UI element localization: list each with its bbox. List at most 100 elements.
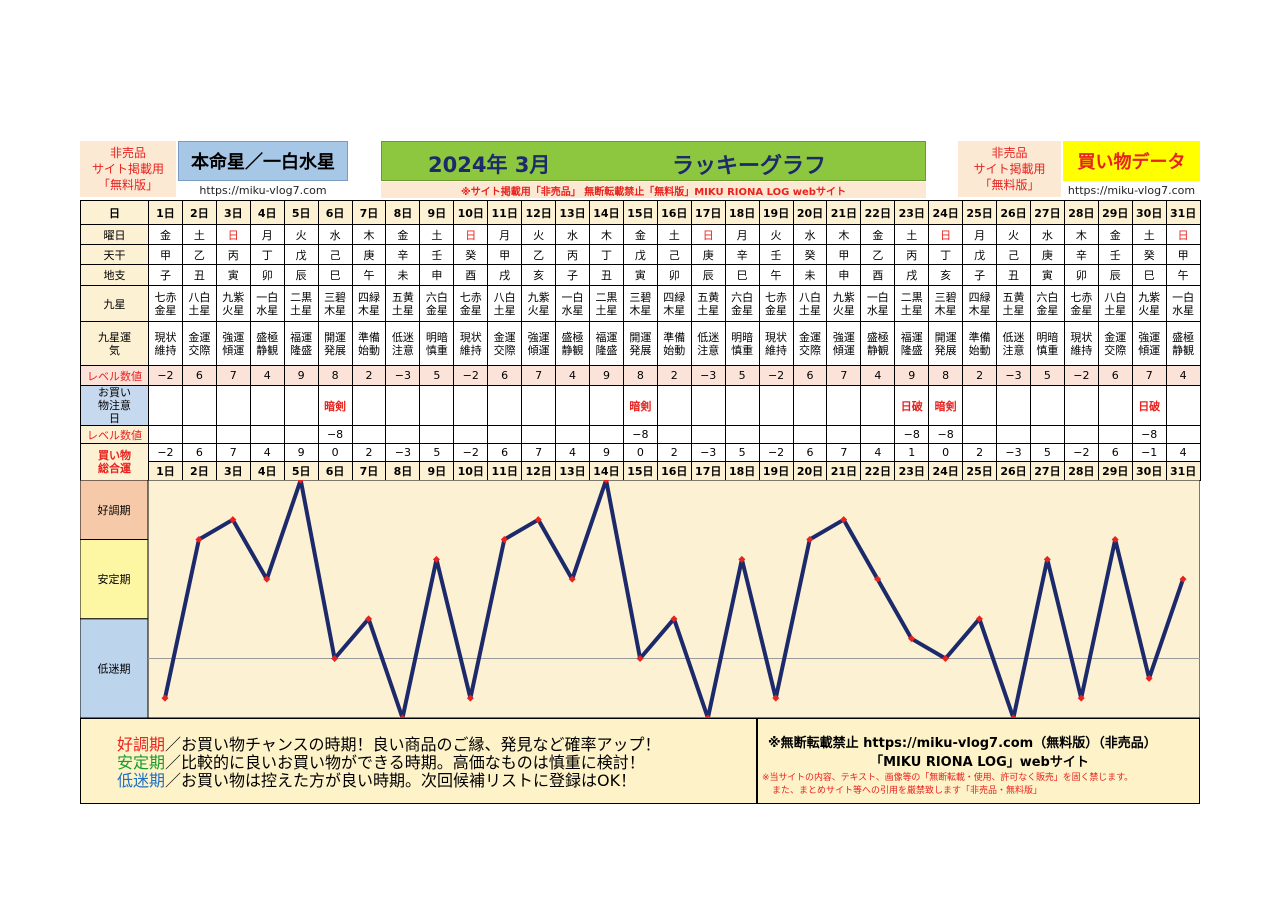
kyusei-cell-line-1: 八白 xyxy=(1104,290,1127,304)
chishi-cell: 辰 xyxy=(690,264,726,286)
weekday-cell: 木 xyxy=(351,224,387,245)
fortune-cell: 強運 傾運 xyxy=(826,321,862,366)
right-note-line-3: 「無料版」 xyxy=(979,178,1040,192)
tenkan-cell: 甲 xyxy=(826,244,862,265)
total-cell: −3 xyxy=(385,443,421,462)
data-point-3 xyxy=(229,516,237,524)
left-site-url: https://miku-vlog7.com xyxy=(199,183,327,197)
kyusei-cell: 八白 土星 xyxy=(792,285,828,322)
kyusei-cell-line-1: 九紫 xyxy=(222,290,245,304)
kyusei-cell: 八白 土星 xyxy=(181,285,217,322)
legend-low: 低迷期／お買い物は控えた方が良い時期。次回候補リストに登録はOK！ xyxy=(117,771,636,791)
caution-cell xyxy=(962,385,998,426)
caution-level-cell xyxy=(724,425,760,444)
day-bottom-cell: 18日 xyxy=(724,461,760,481)
data-point-10 xyxy=(466,694,474,702)
day-cell: 2日 xyxy=(181,200,217,225)
row-label-total: 買い物総合運 xyxy=(80,443,149,481)
level-cell: 7 xyxy=(1131,365,1167,386)
legend-good-term: 好調期 xyxy=(117,735,166,754)
fortune-cell-line-2: 傾運 xyxy=(832,343,855,357)
total-cell: 0 xyxy=(317,443,353,462)
total-cell: −1 xyxy=(1131,443,1167,462)
chishi-cell: 寅 xyxy=(622,264,658,286)
left-nonsale-note: 非売品 サイト掲載用 「無料版」 xyxy=(80,141,176,197)
total-cell: 2 xyxy=(962,443,998,462)
fortune-cell: 盛極 静観 xyxy=(860,321,896,366)
kyusei-cell-line-1: 四緑 xyxy=(663,290,686,304)
day-bottom-cell: 5日 xyxy=(283,461,319,481)
total-cell: −3 xyxy=(690,443,726,462)
row-label-level: レベル数値 xyxy=(80,365,149,386)
caution-cell xyxy=(860,385,896,426)
weekday-cell: 月 xyxy=(249,224,285,245)
day-bottom-cell: 9日 xyxy=(419,461,455,481)
kyusei-cell-line-2: 木星 xyxy=(629,303,652,317)
level-cell: 8 xyxy=(317,365,353,386)
kyusei-cell-line-2: 木星 xyxy=(663,303,686,317)
chishi-cell: 巳 xyxy=(317,264,353,286)
day-cell: 7日 xyxy=(351,200,387,225)
caution-level-cell xyxy=(996,425,1031,444)
row-weekday: 曜日金土日月火水木金土日月火水木金土日月火水木金土日月火水木金土日 xyxy=(80,224,1201,245)
fortune-cell-line-2: 慎重 xyxy=(1036,343,1059,357)
level-cell: 8 xyxy=(622,365,658,386)
kyusei-cell-line-2: 火星 xyxy=(832,303,855,317)
weekday-cell: 木 xyxy=(826,224,862,245)
fortune-cell: 明暗 慎重 xyxy=(724,321,760,366)
kyusei-cell: 一白 水星 xyxy=(860,285,896,322)
kyusei-cell-line-2: 土星 xyxy=(798,303,821,317)
day-bottom-cell: 4日 xyxy=(249,461,285,481)
chishi-cell: 酉 xyxy=(860,264,896,286)
zone-band-1 xyxy=(80,539,149,620)
fortune-cell-line-2: 隆盛 xyxy=(290,343,313,357)
kyusei-cell-line-1: 八白 xyxy=(798,290,821,304)
total-cell: 6 xyxy=(792,443,828,462)
weekday-cell: 金 xyxy=(1097,224,1133,245)
fortune-cell: 現状 維持 xyxy=(758,321,794,366)
fortune-cell: 現状 維持 xyxy=(453,321,489,366)
fortune-cell: 強運 傾運 xyxy=(1131,321,1167,366)
legend-low-term: 低迷期 xyxy=(117,771,166,790)
day-bottom-cell: 15日 xyxy=(622,461,658,481)
day-cell: 17日 xyxy=(690,200,726,225)
weekday-cell: 金 xyxy=(148,224,183,245)
level-cell: 6 xyxy=(181,365,217,386)
level-cell: 9 xyxy=(588,365,624,386)
chishi-cell: 子 xyxy=(962,264,998,286)
kyusei-cell-line-1: 三碧 xyxy=(629,290,652,304)
day-bottom-cell: 20日 xyxy=(792,461,828,481)
fortune-cell-line-1: 福運 xyxy=(290,330,313,344)
level-cell: −2 xyxy=(148,365,183,386)
data-point-17 xyxy=(704,714,712,718)
day-bottom-cell: 22日 xyxy=(860,461,896,481)
data-point-26 xyxy=(1009,714,1017,718)
kyusei-cell-line-2: 金星 xyxy=(154,303,177,317)
caution-cell xyxy=(588,385,624,426)
kyusei-cell-line-2: 火星 xyxy=(1138,303,1161,317)
kyusei-cell-line-1: 二黒 xyxy=(595,290,618,304)
kyusei-cell-line-1: 七赤 xyxy=(1070,290,1093,304)
day-cell: 3日 xyxy=(215,200,251,225)
day-bottom-cell: 17日 xyxy=(690,461,726,481)
kyusei-cell-line-2: 木星 xyxy=(968,303,991,317)
caution-level-cell xyxy=(826,425,862,444)
fortune-cell: 福運 隆盛 xyxy=(588,321,624,366)
fortune-cell: 盛極 静観 xyxy=(249,321,285,366)
copyright-line-2: 「MIKU RIONA LOG」webサイト xyxy=(870,755,1089,770)
caution-cell xyxy=(1063,385,1099,426)
kyusei-cell: 八白 土星 xyxy=(1097,285,1133,322)
day-cell: 10日 xyxy=(453,200,489,225)
copyright-panel: ※無断転載禁止 https://miku-vlog7.com（無料版）（非売品）… xyxy=(757,718,1200,804)
fortune-cell: 盛極 静観 xyxy=(1165,321,1201,366)
day-cell: 13日 xyxy=(555,200,590,225)
fortune-cell-line-1: 金運 xyxy=(798,330,821,344)
kyusei-cell: 三碧 木星 xyxy=(622,285,658,322)
total-cell: −2 xyxy=(1063,443,1099,462)
total-cell: 6 xyxy=(181,443,217,462)
kyusei-cell: 七赤 金星 xyxy=(1063,285,1099,322)
kyusei-cell: 六白 金星 xyxy=(1029,285,1065,322)
kyusei-cell-line-2: 水星 xyxy=(866,303,889,317)
row-label-day: 日 xyxy=(80,200,149,225)
caution-cell xyxy=(487,385,523,426)
